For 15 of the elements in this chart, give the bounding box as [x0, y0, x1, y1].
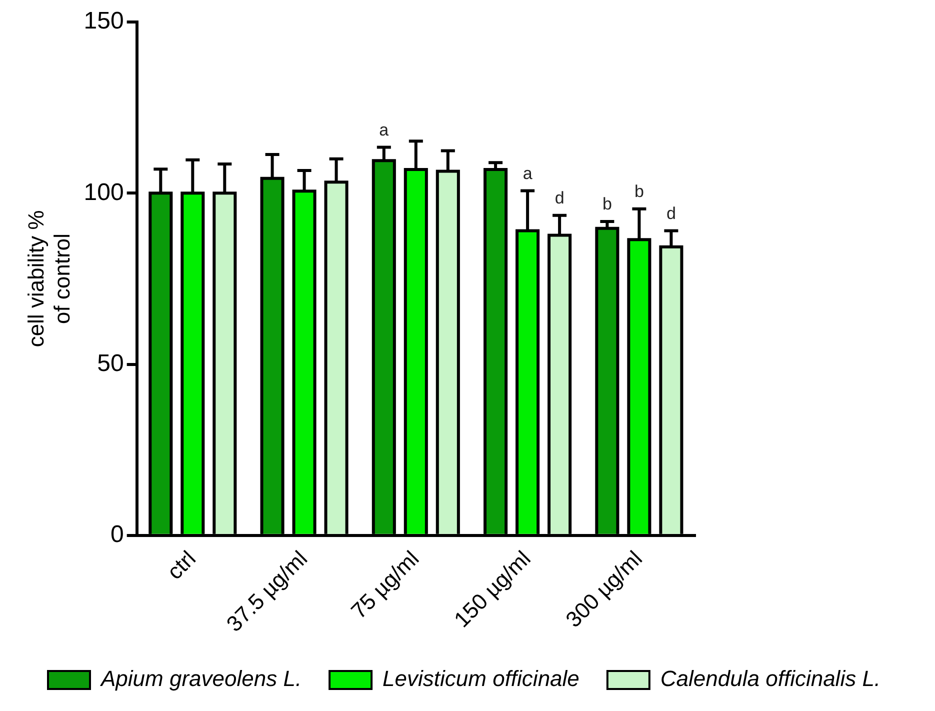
y-tick-label: 0: [110, 521, 124, 548]
data-label: a: [379, 120, 390, 140]
y-tick-label: 150: [84, 8, 124, 35]
y-axis-title: cell viability % of control: [23, 210, 75, 348]
legend-label: Levisticum officinale: [382, 666, 580, 692]
legend-label: Apium graveolens L.: [99, 666, 302, 692]
data-label: d: [666, 204, 676, 223]
legend-label: Calendula officinalis L.: [660, 666, 881, 692]
data-label: a: [522, 164, 533, 183]
data-label: d: [554, 188, 564, 208]
data-label: b: [602, 194, 612, 214]
y-tick-label: 100: [84, 178, 124, 206]
data-label: b: [634, 182, 644, 202]
y-tick-label: 50: [97, 350, 124, 377]
x-tick-label: ctrl: [162, 546, 200, 584]
